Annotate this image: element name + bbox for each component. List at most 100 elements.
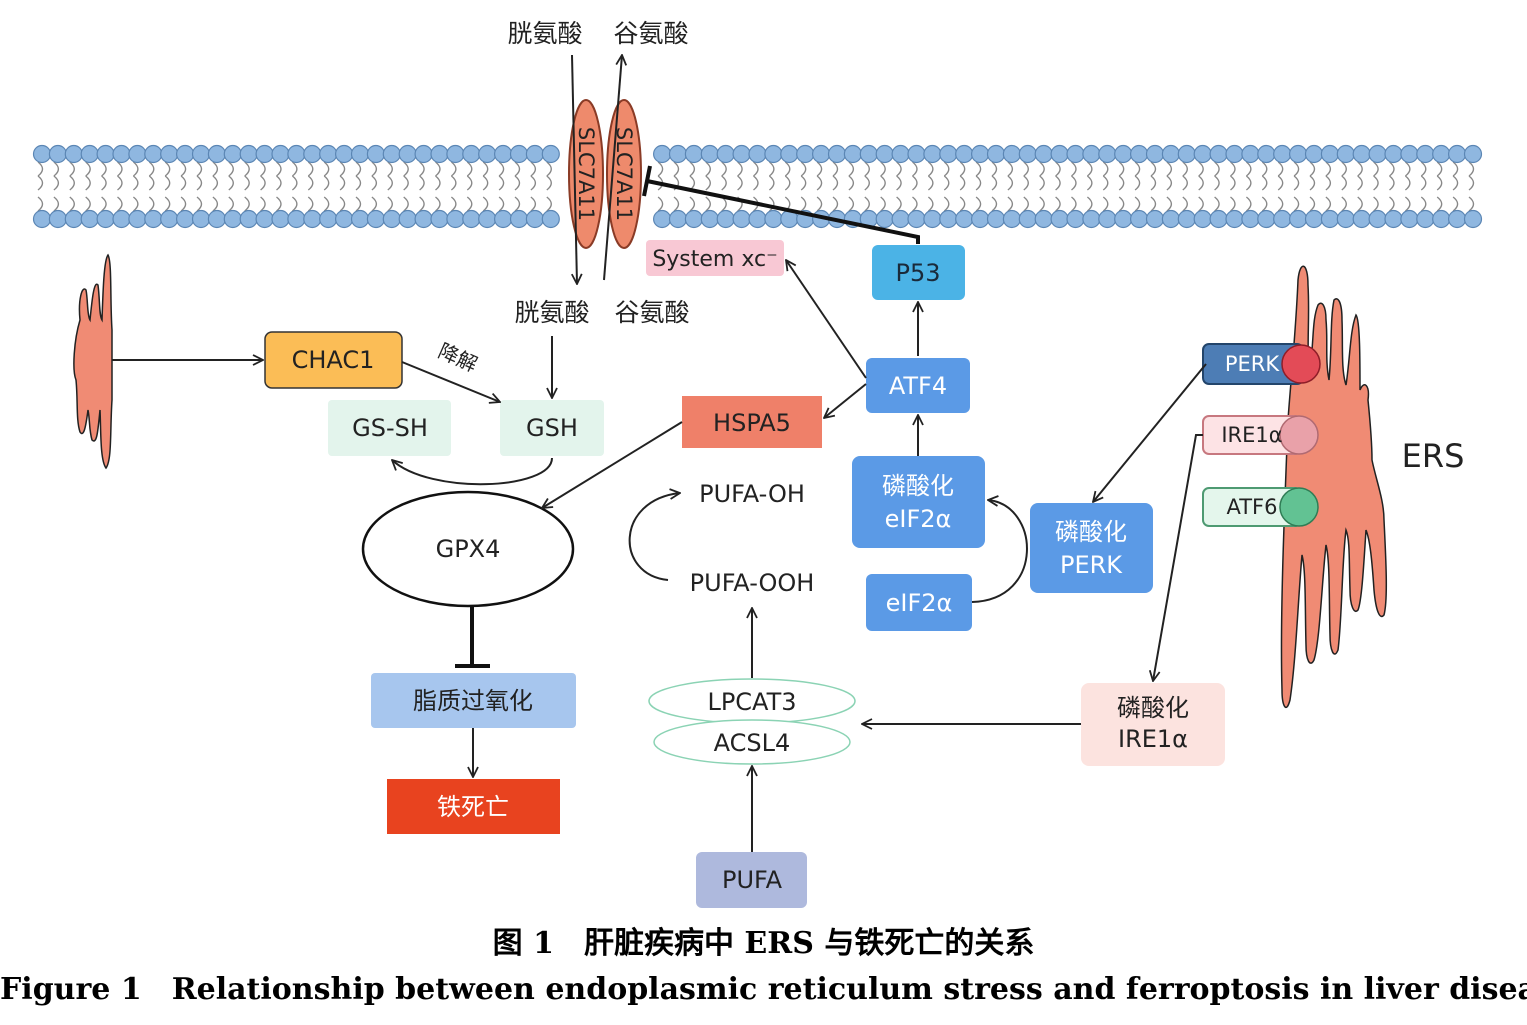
acsl4-label: ACSL4 [714, 729, 791, 757]
lipid-tail [132, 161, 139, 177]
lipid-tail [212, 175, 219, 191]
lipid-tail [148, 196, 155, 212]
p53-inhibition-bar [642, 165, 652, 197]
lipid-tail [260, 175, 266, 191]
lipid-tail [832, 161, 839, 177]
lipid-head [191, 144, 211, 164]
lipid-tail [1293, 175, 1300, 191]
lipid-tail [419, 196, 425, 212]
caption-zh: 图 1 肝脏疾病中 ERS 与铁死亡的关系 [492, 926, 1035, 961]
lipid-tail [228, 196, 234, 212]
lipid-tail [975, 161, 982, 177]
lipid-head [207, 209, 226, 229]
lipid-tail [912, 175, 918, 191]
lipid-tail [800, 161, 807, 177]
atf4-box: ATF4 [866, 358, 970, 413]
er-right-icon [1280, 265, 1388, 709]
lipid-tail [784, 175, 791, 191]
lipid-head [764, 209, 783, 229]
lipid-tail [1134, 161, 1141, 177]
lipid-tail [530, 175, 537, 191]
lipid-tail [403, 175, 409, 191]
lipid-tail [466, 161, 473, 177]
lipid-head [1400, 144, 1419, 164]
lipid-tail [387, 161, 393, 177]
lipid-tail [69, 175, 75, 191]
lipid-tail [657, 196, 664, 212]
lipid-tail [482, 161, 489, 177]
lipid-tail [307, 196, 314, 212]
lipid-tail [1389, 175, 1395, 191]
lipid-tail [1230, 161, 1236, 177]
lipid-tail [148, 175, 155, 191]
lipid-tail [848, 196, 855, 212]
phospho-perk-box: 磷酸化 PERK [1030, 503, 1153, 593]
lipid-tail [371, 196, 378, 212]
lipid-head [382, 209, 401, 229]
lipid-tail [1357, 196, 1363, 212]
lipid-head [1384, 209, 1403, 229]
lipid-tail [1325, 161, 1332, 177]
lipid-head [891, 144, 910, 164]
lipid-head [1161, 209, 1181, 229]
lipid-head [859, 144, 878, 164]
lipid-tail [880, 196, 886, 212]
lpcat3-ellipse: LPCAT3 [648, 678, 856, 724]
lipid-head [335, 209, 354, 229]
lipid-tail [1118, 161, 1125, 177]
lipid-tail [1086, 175, 1093, 191]
lipid-tail [959, 161, 966, 177]
lipid-head [1304, 144, 1324, 164]
lipid-tail [927, 175, 934, 191]
lipid-tail [546, 196, 552, 212]
er-left-icon [73, 253, 113, 470]
lipid-tail [721, 161, 727, 177]
lipid-tail [180, 161, 187, 177]
lipid-head [541, 144, 560, 164]
lipid-head [748, 209, 767, 229]
lipid-tail [1420, 161, 1427, 177]
lipid-tail [1166, 196, 1173, 212]
lipid-head [541, 209, 560, 229]
lipid-head [1304, 209, 1324, 229]
hspa5-box: HSPA5 [682, 396, 822, 448]
lipid-tail [1150, 175, 1157, 191]
lipid-tail [101, 175, 107, 191]
lipid-head [1082, 209, 1101, 229]
lipid-tail [1071, 161, 1077, 177]
slc7a11-label-right: SLC7A11 [612, 127, 636, 221]
lipid-tail [1039, 175, 1045, 191]
ferroptosis-label: 铁死亡 [437, 793, 509, 821]
lipid-tail [768, 175, 775, 191]
glutamate-inside-label: 谷氨酸 [614, 298, 689, 327]
lipid-head [684, 209, 704, 229]
atf6-sensor-label: ATF6 [1226, 495, 1277, 519]
lipid-head [1352, 144, 1371, 164]
lipid-tail [975, 196, 982, 212]
lipid-tail [912, 196, 918, 212]
lipid-head [891, 209, 910, 229]
lipid-head [1447, 209, 1467, 229]
pufa-oh-label: PUFA-OH [699, 480, 805, 508]
lipid-head [986, 209, 1006, 229]
lipid-tail [1468, 175, 1475, 191]
pufa-label: PUFA [722, 866, 783, 894]
lipid-head [1288, 209, 1308, 229]
lipid-tail [689, 196, 696, 212]
lipid-head [478, 209, 497, 229]
lipid-tail [530, 196, 537, 212]
lipid-tail [1436, 196, 1443, 212]
lipid-head [827, 144, 847, 164]
lipid-tail [1182, 175, 1188, 191]
lipid-tail [482, 196, 489, 212]
phospho-eif2a-box: 磷酸化 eIF2α [852, 456, 985, 548]
lipid-tail [546, 161, 552, 177]
lipid-tail [435, 175, 441, 191]
lipid-tail [880, 161, 886, 177]
perk-sensor: PERK [1202, 343, 1321, 385]
lipid-head [176, 144, 195, 164]
lipid-tail [1055, 196, 1061, 212]
lipid-tail [784, 161, 791, 177]
lipid-tail [1309, 196, 1316, 212]
